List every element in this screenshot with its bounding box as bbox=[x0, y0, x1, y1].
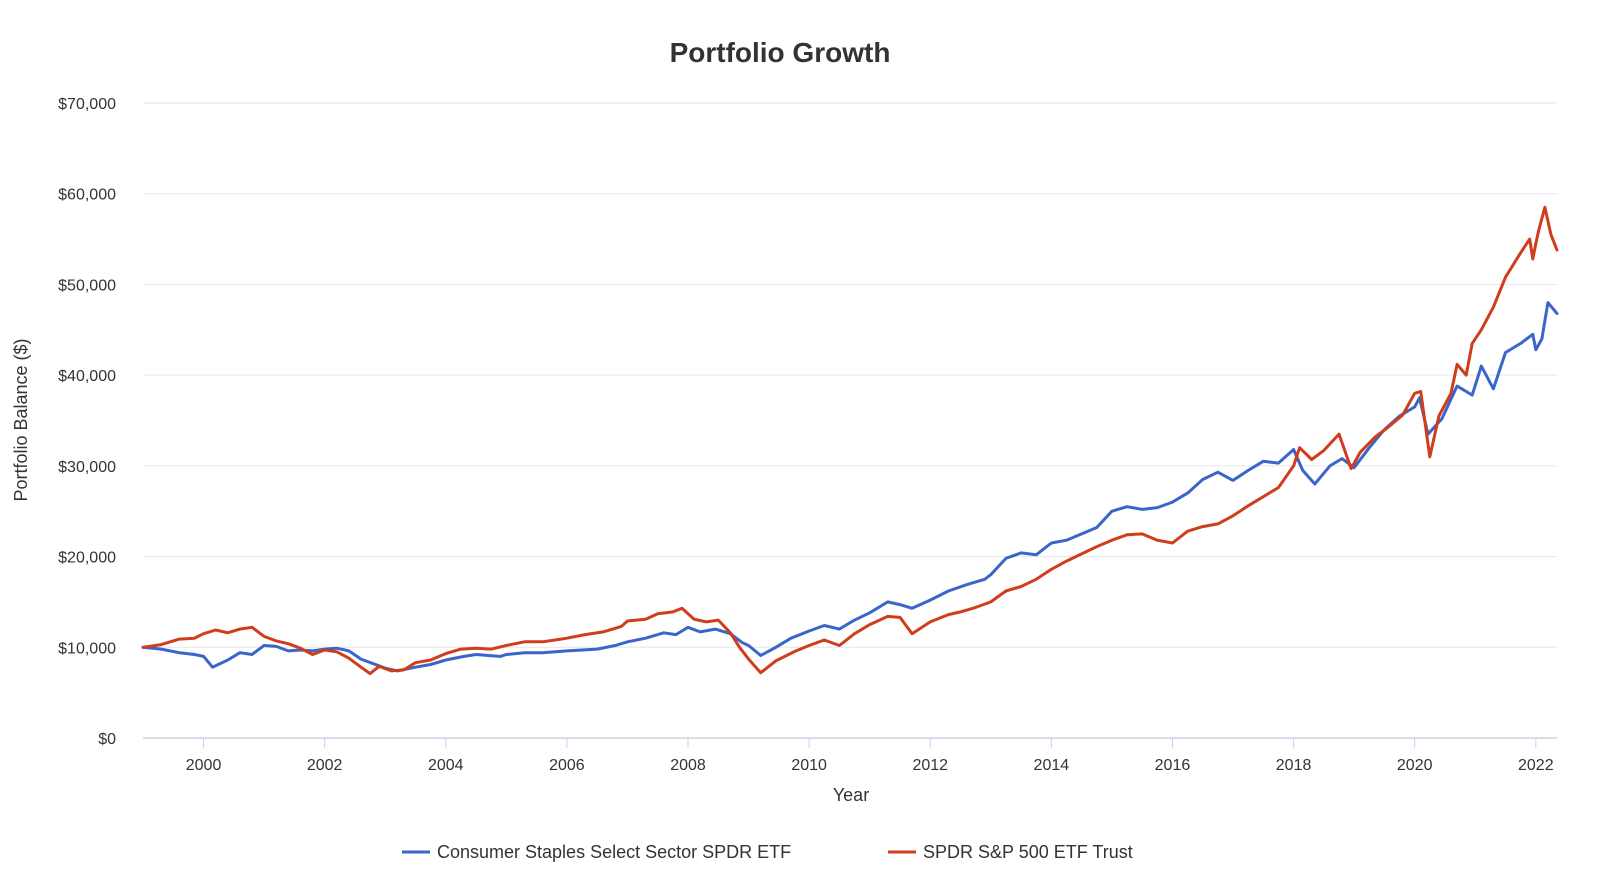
y-tick-label: $40,000 bbox=[58, 368, 116, 385]
series-lines bbox=[141, 205, 1559, 676]
y-tick-label: $0 bbox=[98, 731, 116, 748]
x-tick-label: 2004 bbox=[428, 757, 464, 774]
legend-item-consumer-staples[interactable]: Consumer Staples Select Sector SPDR ETF bbox=[402, 842, 791, 862]
y-tick-label: $70,000 bbox=[58, 96, 116, 113]
series-line-spdr-sp500[interactable] bbox=[141, 205, 1559, 676]
x-tick-label: 2016 bbox=[1155, 757, 1191, 774]
x-axis-ticks: 2000 2002 2004 2006 2008 2010 2012 2014 2016 2018… bbox=[186, 738, 1554, 774]
y-tick-label: $60,000 bbox=[58, 187, 116, 204]
y-tick-label: $20,000 bbox=[58, 550, 116, 567]
y-tick-label: $50,000 bbox=[58, 277, 116, 294]
x-tick-label: 2006 bbox=[549, 757, 585, 774]
legend-label-consumer-staples: Consumer Staples Select Sector SPDR ETF bbox=[437, 842, 791, 862]
x-tick-label: 2014 bbox=[1034, 757, 1070, 774]
legend: Consumer Staples Select Sector SPDR ETF … bbox=[402, 842, 1133, 862]
gridlines bbox=[143, 102, 1557, 648]
x-tick-label: 2002 bbox=[307, 757, 343, 774]
y-tick-label: $10,000 bbox=[58, 640, 116, 657]
chart-title: Portfolio Growth bbox=[670, 37, 891, 68]
legend-label-spdr-sp500: SPDR S&P 500 ETF Trust bbox=[923, 842, 1133, 862]
x-tick-label: 2000 bbox=[186, 757, 222, 774]
x-tick-label: 2010 bbox=[791, 757, 827, 774]
y-axis-title: Portfolio Balance ($) bbox=[11, 338, 31, 501]
y-tick-label: $30,000 bbox=[58, 459, 116, 476]
y-axis-ticks: $0 $10,000 $20,000 $30,000 $40,000 $50,000 $60… bbox=[58, 96, 116, 748]
x-tick-label: 2020 bbox=[1397, 757, 1433, 774]
series-line-consumer-staples[interactable] bbox=[141, 301, 1559, 673]
x-axis-title: Year bbox=[833, 785, 869, 805]
x-tick-label: 2008 bbox=[670, 757, 706, 774]
x-tick-label: 2012 bbox=[912, 757, 948, 774]
legend-item-spdr-sp500[interactable]: SPDR S&P 500 ETF Trust bbox=[888, 842, 1133, 862]
x-tick-label: 2018 bbox=[1276, 757, 1312, 774]
x-tick-label: 2022 bbox=[1518, 757, 1554, 774]
